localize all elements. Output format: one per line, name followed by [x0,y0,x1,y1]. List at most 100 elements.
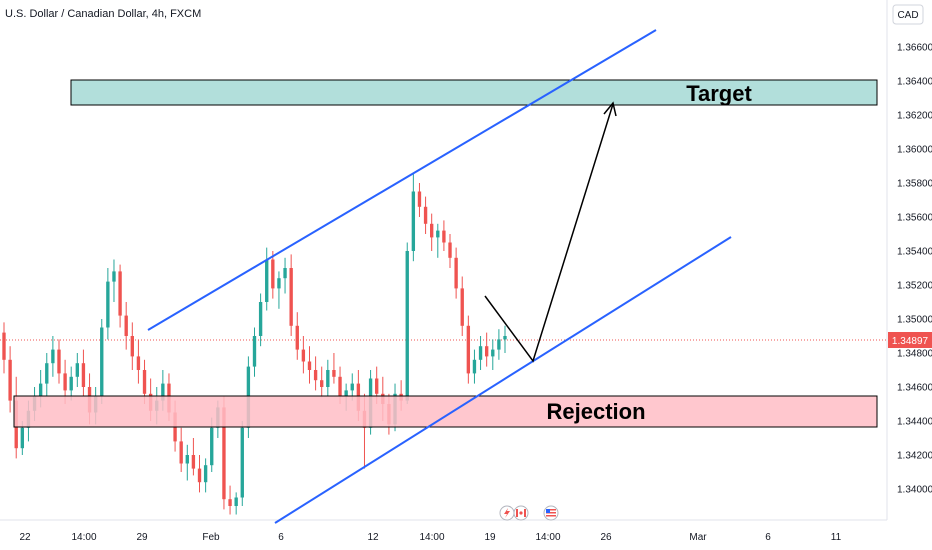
symbol-title: U.S. Dollar / Canadian Dollar, 4h, FXCM [5,8,201,20]
price-axis-ticks: 1.34000 1.34200 1.34400 1.34600 1.34800 1.350… [897,43,932,496]
candle-body [405,251,409,401]
candle-body [8,359,12,401]
candle [295,312,299,360]
candle [8,346,12,413]
candle-body [478,346,483,360]
candle [411,172,416,262]
rejection-zone[interactable] [13,395,878,428]
candle-body [2,332,6,360]
candle-body [472,359,477,374]
candle-body [136,356,141,370]
candle [106,268,110,340]
candle-body [430,223,434,238]
candle-body [38,383,43,396]
target-zone-label: Target [686,81,752,106]
candle-body [265,259,269,302]
candle-body [69,376,73,391]
us-flag-stripe [546,509,556,511]
candle [51,336,55,377]
candle-body [497,339,501,350]
candle [75,353,79,387]
candle-body [100,327,104,396]
candle-body [179,441,183,464]
price-tick-label: 1.34200 [897,451,932,462]
candle [289,254,293,336]
candle-body [130,336,134,357]
channel-upper-line[interactable] [147,29,657,331]
candle-body [423,206,428,224]
candle [240,421,244,506]
candle [283,257,287,294]
currency-button[interactable] [892,4,924,25]
candle-body [460,288,464,326]
candle-body [112,271,116,282]
candle [472,349,477,384]
candle-body [307,361,312,370]
candle [228,485,232,515]
target-zone[interactable] [70,79,878,106]
candle [258,293,263,347]
time-tick-label: 22 [19,532,31,543]
us-flag-stripe [546,512,556,514]
candle [491,339,495,370]
candle-body [344,390,348,396]
time-tick-label: 11 [831,532,842,543]
price-tick-label: 1.35000 [897,315,932,326]
candle [442,220,446,251]
candle-body [203,465,208,483]
price-tick-label: 1.35200 [897,281,932,292]
time-tick-label: 12 [367,532,379,543]
candle-body [338,376,342,396]
candle-body [228,499,232,506]
us-flag-stripe [546,515,556,517]
candle-body [185,455,189,464]
candle [405,242,409,404]
time-tick-label: 14:00 [71,532,96,543]
candle [478,336,483,370]
candle [503,325,507,353]
candle-body [81,363,86,387]
candle [313,356,318,391]
time-axis-ticks: 22 14:00 29 Feb 6 12 14:00 19 14:00 26 Mar 6 11 [19,532,841,543]
canada-maple-leaf [519,511,523,515]
candle-body [375,378,379,394]
candle-body [45,363,49,384]
price-tick-label: 1.34600 [897,383,932,394]
channel-lower-line[interactable] [274,236,732,524]
candle [81,349,86,396]
candle-body [277,278,281,289]
candle-body [442,230,446,243]
time-tick-label: 26 [600,532,612,543]
time-tick-label: 6 [765,532,771,543]
candle-body [454,257,458,289]
price-tick-label: 1.35800 [897,179,932,190]
candle [307,346,312,384]
candle [265,247,269,311]
candle [320,366,324,398]
candle [277,271,281,309]
candle-body [222,407,226,500]
candle-body [118,271,122,316]
candle-body [234,497,238,506]
candle [136,339,141,384]
projection-path[interactable] [484,103,614,363]
price-tick-label: 1.34800 [897,349,932,360]
candle [124,302,128,350]
candle-body [295,325,299,350]
candle [448,234,452,268]
candle-body [417,191,422,207]
candle [179,427,183,472]
price-tick-label: 1.36000 [897,145,932,156]
candle [417,183,422,217]
candle-body [124,315,128,336]
price-tick-label: 1.34000 [897,485,932,496]
time-tick-label: Mar [689,532,707,543]
time-tick-label: 29 [136,532,148,543]
candle-body [20,427,25,449]
time-tick-label: 14:00 [419,532,444,543]
candle-body [332,370,336,377]
candle [69,366,73,401]
candle-body [197,468,202,483]
candle-body [75,363,79,377]
